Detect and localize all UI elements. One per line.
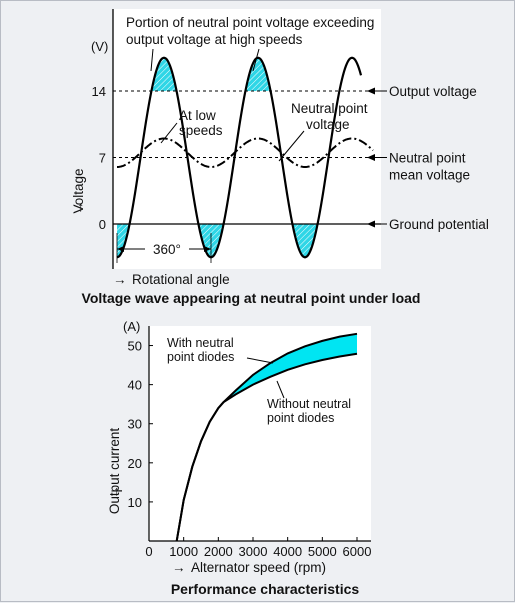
neutral-voltage-label-2: voltage — [306, 117, 350, 132]
period-arrow-right — [204, 246, 211, 252]
period-label-bg — [145, 241, 189, 257]
voltage-plot-area — [113, 9, 381, 269]
reference-arrowhead-0 — [367, 87, 375, 95]
neutral-voltage-leader — [278, 130, 305, 162]
annotation-line-1: Portion of neutral point voltage exceedi… — [126, 15, 374, 30]
speed-axis-arrow: → — [172, 560, 186, 575]
neutral-voltage-label-1: Neutral point — [291, 101, 368, 116]
reference-label-2: Ground potential — [389, 217, 489, 232]
current-axis-label: Output current — [107, 428, 122, 515]
speed-axis-label: Alternator speed (rpm) — [191, 560, 326, 575]
speed-tick-0: 0 — [145, 544, 152, 559]
without-diodes-label-1: Without neutral — [267, 397, 351, 411]
without-diodes-leader — [276, 380, 285, 399]
current-tick-10: 10 — [128, 495, 142, 510]
voltage-tick-0: 0 — [99, 217, 106, 232]
rotational-angle-label: Rotational angle — [132, 272, 230, 287]
annotation-line-2: output voltage at high speeds — [126, 32, 303, 47]
voltage-unit-label: (V) — [91, 39, 108, 54]
reference-arrowhead-1 — [367, 154, 375, 161]
low-speeds-label-1: At low — [179, 108, 216, 123]
neutral-point-voltage-curve — [116, 56, 363, 259]
reference-label-1-line1: Neutral point — [389, 151, 466, 166]
current-tick-50: 50 — [128, 339, 142, 354]
voltage-axis-label: Voltage — [71, 168, 86, 213]
annotation-leader-2 — [252, 48, 260, 72]
diode-gain-band — [176, 333, 357, 541]
speed-tick-1000: 1000 — [169, 544, 198, 559]
reference-label-1-line2: mean voltage — [389, 168, 470, 183]
performance-chart-caption: Performance characteristics — [171, 581, 360, 597]
speed-tick-6000: 6000 — [343, 544, 372, 559]
voltage-chart-caption: Voltage wave appearing at neutral point … — [82, 290, 421, 306]
over-voltage-shade-1 — [151, 57, 177, 91]
current-axis-arrow: → — [107, 485, 122, 499]
low-speeds-label-2: speeds — [179, 123, 223, 138]
voltage-wave-chart: (V) 0 7 14 Voltage → Portion of neutral po… — [71, 9, 489, 306]
current-unit-label: (A) — [123, 319, 140, 334]
period-label: 360° — [153, 242, 181, 257]
period-arrow-left — [117, 246, 124, 252]
speed-tick-5000: 5000 — [308, 544, 337, 559]
rotational-angle-arrow: → — [113, 272, 127, 287]
with-diodes-leader — [246, 357, 274, 364]
speed-tick-2000: 2000 — [204, 544, 233, 559]
current-tick-30: 30 — [128, 417, 142, 432]
voltage-axis-arrow: → — [71, 201, 86, 215]
annotation-leader-1 — [150, 48, 154, 72]
without-diodes-label-2: point diodes — [267, 411, 334, 425]
voltage-tick-14: 14 — [92, 84, 106, 99]
voltage-tick-7: 7 — [99, 151, 106, 166]
low-speeds-leader — [160, 122, 178, 144]
reference-label-0: Output voltage — [389, 84, 477, 99]
without-diodes-curve — [175, 352, 358, 542]
speed-tick-4000: 4000 — [273, 544, 302, 559]
over-voltage-shade-2 — [245, 57, 271, 91]
current-tick-40: 40 — [128, 378, 142, 393]
current-tick-20: 20 — [128, 456, 142, 471]
with-diodes-label-2: point diodes — [167, 350, 234, 364]
under-ground-shade-3 — [292, 224, 318, 258]
reference-arrowhead-2 — [367, 220, 375, 228]
performance-plot-area — [149, 326, 371, 541]
with-diodes-label-1: With neutral — [167, 336, 234, 350]
speed-tick-3000: 3000 — [239, 544, 268, 559]
